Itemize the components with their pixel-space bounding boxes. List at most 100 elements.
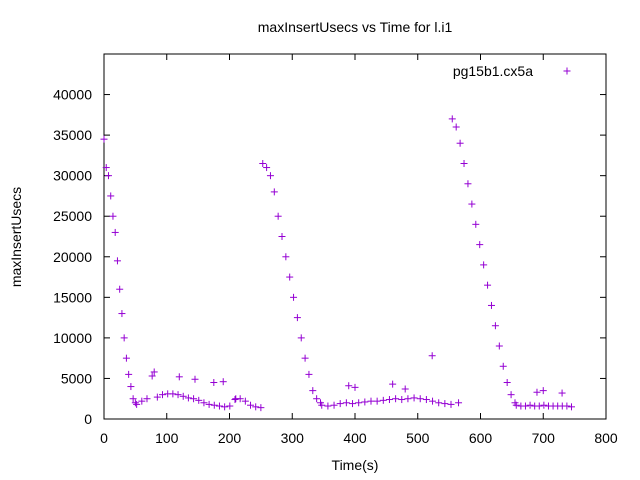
legend-label: pg15b1.cx5a (453, 63, 533, 79)
data-point (210, 401, 218, 409)
data-point (109, 212, 117, 220)
data-point (195, 396, 203, 404)
data-point (540, 401, 548, 409)
data-point (104, 172, 112, 180)
data-point (324, 402, 332, 410)
data-point (351, 383, 359, 391)
data-point (102, 164, 110, 172)
data-point (263, 164, 271, 172)
data-point (247, 401, 255, 409)
data-point (313, 395, 321, 403)
data-point (274, 212, 282, 220)
data-point (429, 397, 437, 405)
data-point (361, 398, 369, 406)
y-tick-label: 25000 (53, 208, 92, 224)
data-point (129, 395, 137, 403)
data-point (410, 394, 418, 402)
data-point (367, 397, 375, 405)
data-point (131, 399, 139, 407)
data-point (464, 180, 472, 188)
data-point (252, 403, 260, 411)
data-point (441, 400, 449, 408)
data-point (266, 172, 274, 180)
data-point (174, 391, 182, 399)
data-point (305, 370, 313, 378)
x-tick-label: 700 (532, 430, 556, 446)
data-point (456, 139, 464, 147)
x-tick-label: 200 (218, 430, 242, 446)
legend: pg15b1.cx5a (453, 63, 571, 79)
data-point (484, 281, 492, 289)
data-point (355, 399, 363, 407)
legend-marker (563, 67, 571, 75)
data-point (503, 379, 511, 386)
data-point (495, 342, 503, 350)
data-point (533, 388, 541, 396)
data-point (558, 389, 566, 397)
x-tick-label: 400 (343, 430, 367, 446)
data-point (210, 379, 218, 386)
data-point (133, 400, 141, 408)
data-point (226, 402, 234, 410)
x-tick-label: 800 (594, 430, 618, 446)
data-point (535, 402, 543, 410)
data-point (290, 293, 298, 301)
data-point (468, 200, 476, 208)
data-point (392, 395, 400, 403)
y-tick-label: 35000 (53, 127, 92, 143)
data-point (499, 362, 507, 370)
y-axis-ticks: 0 5000 10000 15000 20000 25000 30000 35000 40000 (53, 87, 606, 427)
data-point (169, 390, 177, 398)
data-point (512, 401, 520, 409)
data-point (219, 378, 227, 386)
data-point (179, 392, 187, 400)
legend-marker-symbol (563, 67, 571, 75)
data-point (447, 400, 455, 408)
data-point (286, 273, 294, 281)
x-tick-label: 0 (100, 430, 108, 446)
y-axis-label: maxInsertUsecs (8, 187, 24, 287)
data-point (153, 393, 161, 401)
data-point (563, 402, 571, 410)
data-point (191, 375, 199, 383)
data-point (127, 383, 135, 391)
data-point (257, 404, 265, 412)
data-point (487, 301, 495, 309)
data-point (373, 397, 381, 405)
data-point (301, 354, 309, 362)
data-point (100, 135, 108, 143)
data-point (143, 395, 151, 403)
data-point (241, 397, 249, 405)
data-point (297, 334, 305, 342)
data-point (428, 352, 436, 360)
data-point (416, 395, 424, 403)
x-axis-label: Time(s) (332, 457, 379, 473)
data-point (232, 395, 240, 403)
data-point (293, 314, 301, 322)
data-point (389, 380, 397, 388)
data-point (507, 391, 515, 399)
data-point (150, 368, 158, 376)
data-point (567, 403, 575, 411)
y-tick-label: 10000 (53, 330, 92, 346)
data-point (120, 334, 128, 342)
data-point (159, 391, 167, 399)
data-point (336, 400, 344, 408)
data-point (205, 400, 213, 408)
data-point (435, 399, 443, 407)
y-tick-label: 40000 (53, 87, 92, 103)
data-point (330, 401, 338, 409)
data-point (125, 370, 133, 378)
data-point (480, 261, 488, 269)
data-point (190, 395, 198, 403)
data-point (122, 354, 130, 362)
data-point (404, 395, 412, 403)
x-tick-label: 300 (281, 430, 305, 446)
y-tick-label: 30000 (53, 168, 92, 184)
x-tick-label: 500 (406, 430, 430, 446)
data-point (422, 396, 430, 404)
y-tick-label: 15000 (53, 289, 92, 305)
data-point (491, 322, 499, 330)
data-point (231, 396, 239, 404)
data-point (175, 373, 183, 381)
